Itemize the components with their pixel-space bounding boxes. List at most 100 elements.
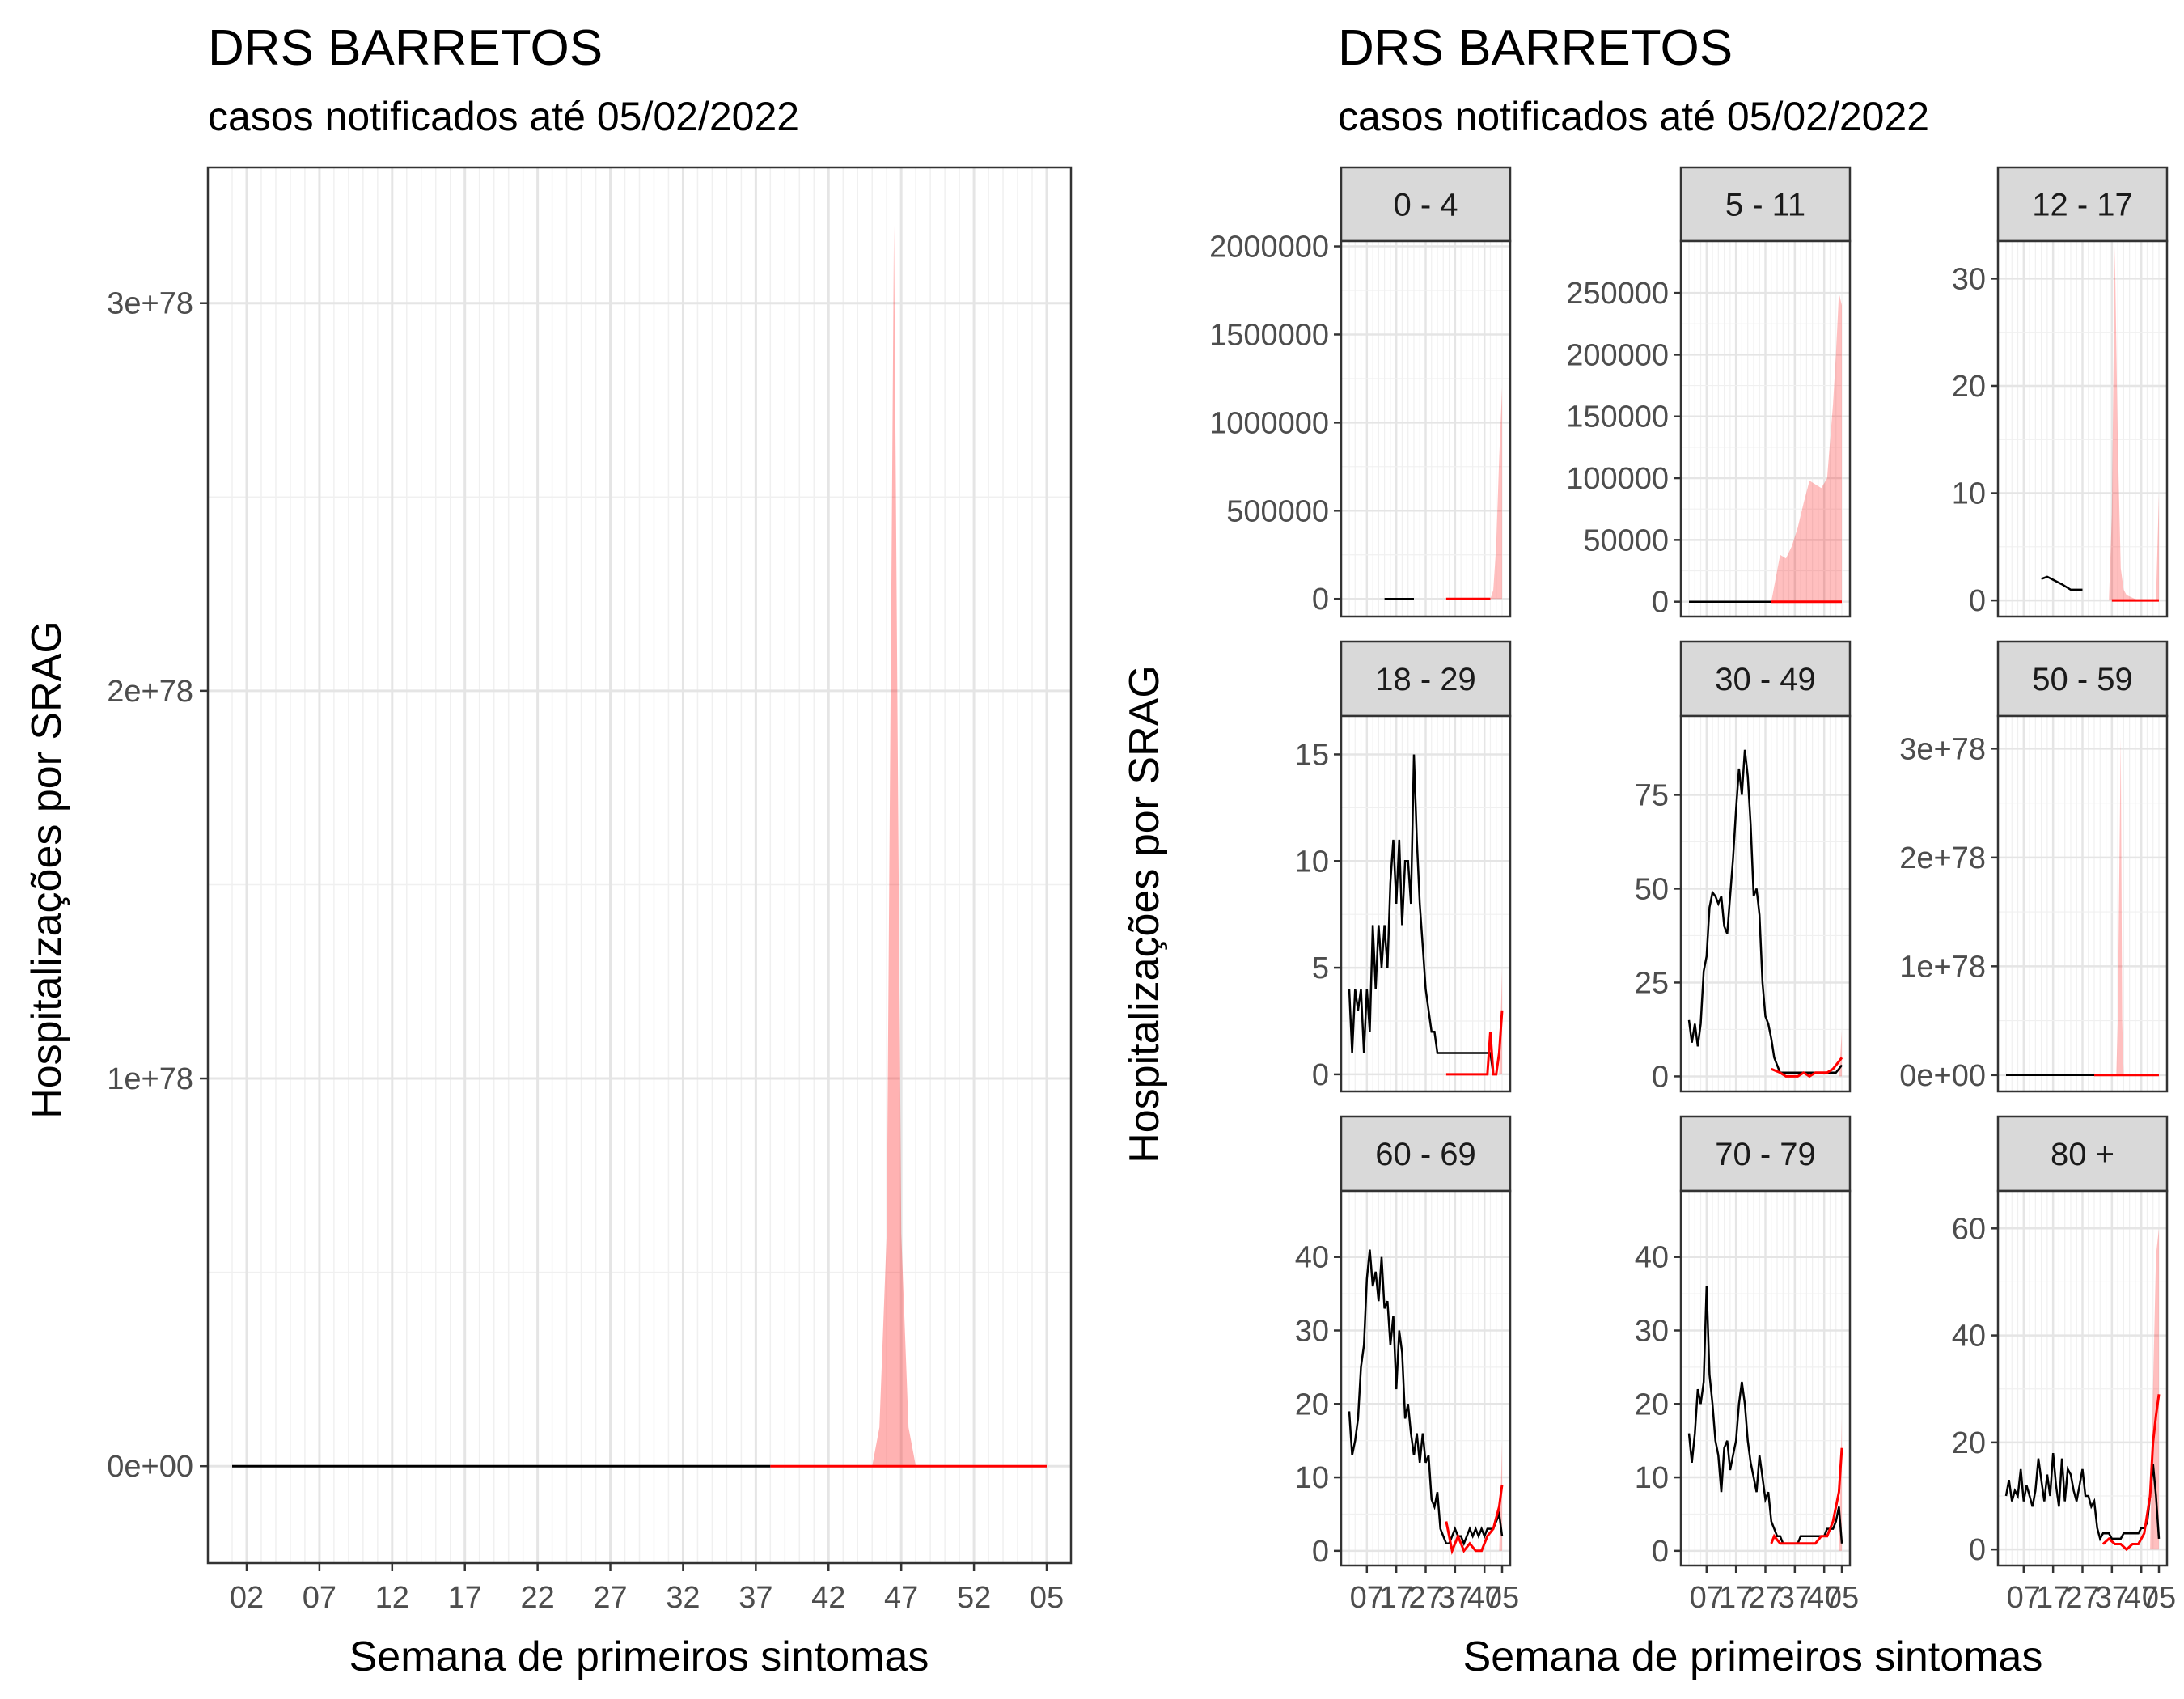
facet-y-tick-label: 20 bbox=[1952, 1426, 1986, 1460]
facet-x-tick-label: 05 bbox=[2142, 1581, 2176, 1615]
facet-x-tick-label: 37 bbox=[1438, 1581, 1472, 1615]
facet-strip bbox=[1679, 166, 1852, 243]
left-x-tick-label: 47 bbox=[884, 1581, 918, 1615]
left-x-tick-label: 22 bbox=[520, 1581, 554, 1615]
facet-y-tick-label: 2e+78 bbox=[1899, 841, 1986, 875]
facet-y-tick-label: 0 bbox=[1652, 1535, 1669, 1569]
left-y-axis-title: Hospitalizações por SRAG bbox=[23, 621, 70, 1119]
facet-x-tick-label: 07 bbox=[2007, 1581, 2041, 1615]
facet-nowcast-band bbox=[2116, 737, 2124, 1075]
facet-y-tick-label: 30 bbox=[1952, 262, 1986, 296]
facet-y-tick-label: 40 bbox=[1295, 1241, 1329, 1275]
facet-estimate-line bbox=[1770, 1447, 1843, 1545]
facet-y-tick-label: 200000 bbox=[1566, 338, 1669, 372]
facet-border bbox=[1340, 239, 1512, 618]
facet-observed-line bbox=[2041, 575, 2083, 591]
facet-y-tick-label: 500000 bbox=[1226, 494, 1329, 528]
facet-y-tick-label: 3e+78 bbox=[1899, 732, 1986, 766]
facet-x-tick-label: 27 bbox=[2065, 1581, 2099, 1615]
facet-y-tick-label: 20 bbox=[1952, 370, 1986, 404]
left-chart-title: DRS BARRETOS bbox=[208, 20, 603, 76]
facet-y-tick-label: 10 bbox=[1295, 845, 1329, 879]
facet-y-tick-label: 40 bbox=[1635, 1241, 1669, 1275]
facet-y-tick-label: 5 bbox=[1312, 951, 1329, 985]
left-chart-subtitle: casos notificados até 05/02/2022 bbox=[208, 94, 799, 139]
facet-x-tick-label: 07 bbox=[1690, 1581, 1724, 1615]
facet-y-tick-label: 0e+00 bbox=[1899, 1059, 1986, 1093]
left-x-tick-label: 32 bbox=[666, 1581, 700, 1615]
facet-strip-label: 50 - 59 bbox=[2032, 662, 2133, 697]
left-x-tick-label: 52 bbox=[957, 1581, 991, 1615]
facet-y-tick-label: 10 bbox=[1635, 1461, 1669, 1495]
facet-observed-line bbox=[1687, 1286, 1843, 1545]
facet-strip-label: 60 - 69 bbox=[1375, 1137, 1476, 1172]
facet-strip-label: 80 + bbox=[2051, 1137, 2114, 1172]
left-x-tick-label: 07 bbox=[303, 1581, 336, 1615]
facet-y-tick-label: 0 bbox=[1969, 1533, 1986, 1567]
facet-x-tick-label: 17 bbox=[1379, 1581, 1413, 1615]
facet-nowcast-band bbox=[1490, 387, 1502, 600]
facet-x-tick-label: 47 bbox=[1807, 1581, 1841, 1615]
facet-12-17: 12 - 17 0 10 20 30 bbox=[1952, 166, 2169, 618]
facet-x-tick-label: 27 bbox=[1748, 1581, 1782, 1615]
left-x-tick-label: 17 bbox=[448, 1581, 482, 1615]
right-chart-title: DRS BARRETOS bbox=[1338, 20, 1733, 76]
facet-y-tick-label: 150000 bbox=[1566, 400, 1669, 434]
left-x-tick-label: 37 bbox=[739, 1581, 772, 1615]
facet-30-49: 30 - 49 0 25 50 75 bbox=[1635, 640, 1852, 1094]
left-plot-panel: 0e+00 1e+78 2e+78 3e+78 02 07 12 17 22 27 32 37 42 47… bbox=[107, 166, 1073, 1615]
facet-y-tick-label: 250000 bbox=[1566, 277, 1669, 311]
left-x-tick-label: 12 bbox=[375, 1581, 409, 1615]
facet-strip bbox=[1340, 1115, 1512, 1193]
left-x-tick-label: 42 bbox=[811, 1581, 845, 1615]
facet-y-tick-label: 20 bbox=[1635, 1388, 1669, 1421]
facet-y-tick-label: 15 bbox=[1295, 738, 1329, 772]
facet-y-tick-label: 0 bbox=[1312, 1535, 1329, 1569]
facet-y-tick-label: 25 bbox=[1635, 966, 1669, 1000]
facet-y-tick-label: 10 bbox=[1295, 1461, 1329, 1495]
facet-nowcast-band bbox=[1771, 293, 1842, 602]
facet-observed-line bbox=[1348, 754, 1495, 1075]
left-y-tick-label: 1e+78 bbox=[107, 1062, 193, 1096]
left-y-tick-label: 3e+78 bbox=[107, 287, 193, 321]
facet-y-tick-label: 100000 bbox=[1566, 462, 1669, 496]
left-y-tick-label: 2e+78 bbox=[107, 675, 193, 709]
facet-x-tick-label: 27 bbox=[1408, 1581, 1442, 1615]
facet-strip-label: 5 - 11 bbox=[1725, 188, 1805, 223]
right-x-axis-title: Semana de primeiros sintomas bbox=[1463, 1633, 2043, 1680]
facet-strip bbox=[1340, 166, 1512, 243]
facet-observed-line bbox=[1348, 1249, 1504, 1547]
facet-y-tick-label: 0 bbox=[1312, 1058, 1329, 1092]
facet-y-tick-label: 2000000 bbox=[1209, 231, 1329, 265]
facet-x-tick-label: 37 bbox=[1778, 1581, 1812, 1615]
left-y-tick-label: 0e+00 bbox=[107, 1450, 193, 1484]
left-x-axis-title: Semana de primeiros sintomas bbox=[349, 1633, 929, 1680]
right-y-axis-title: Hospitalizações por SRAG bbox=[1121, 665, 1168, 1163]
facet-y-tick-label: 60 bbox=[1952, 1212, 1986, 1246]
facet-border bbox=[1996, 714, 2169, 1093]
facet-estimate-line bbox=[1771, 1057, 1843, 1078]
facet-x-tick-label: 47 bbox=[2124, 1581, 2158, 1615]
facet-y-tick-label: 0 bbox=[1969, 584, 1986, 618]
left-x-tick-label: 02 bbox=[230, 1581, 264, 1615]
facet-strip bbox=[1679, 1115, 1852, 1193]
left-x-tick-label: 27 bbox=[593, 1581, 627, 1615]
facet-y-tick-label: 1000000 bbox=[1209, 406, 1329, 440]
facet-strip-label: 70 - 79 bbox=[1715, 1137, 1816, 1172]
facet-strip-label: 0 - 4 bbox=[1393, 188, 1458, 223]
facet-strip-label: 30 - 49 bbox=[1715, 662, 1816, 697]
facet-strip-label: 12 - 17 bbox=[2032, 188, 2133, 223]
facet-y-tick-label: 75 bbox=[1635, 778, 1669, 812]
facet-5-11: 5 - 11 0 50000 100000 150000 200000 250000 bbox=[1566, 166, 1852, 620]
facet-observed-line bbox=[2004, 1452, 2161, 1542]
facet-18-29: 18 - 29 0 5 10 15 bbox=[1295, 640, 1512, 1093]
facet-y-tick-label: 0 bbox=[1652, 586, 1669, 620]
facet-y-tick-label: 30 bbox=[1635, 1314, 1669, 1348]
facet-y-tick-label: 10 bbox=[1952, 477, 1986, 511]
facet-border bbox=[1679, 239, 1852, 618]
facet-y-tick-label: 0 bbox=[1312, 583, 1329, 616]
